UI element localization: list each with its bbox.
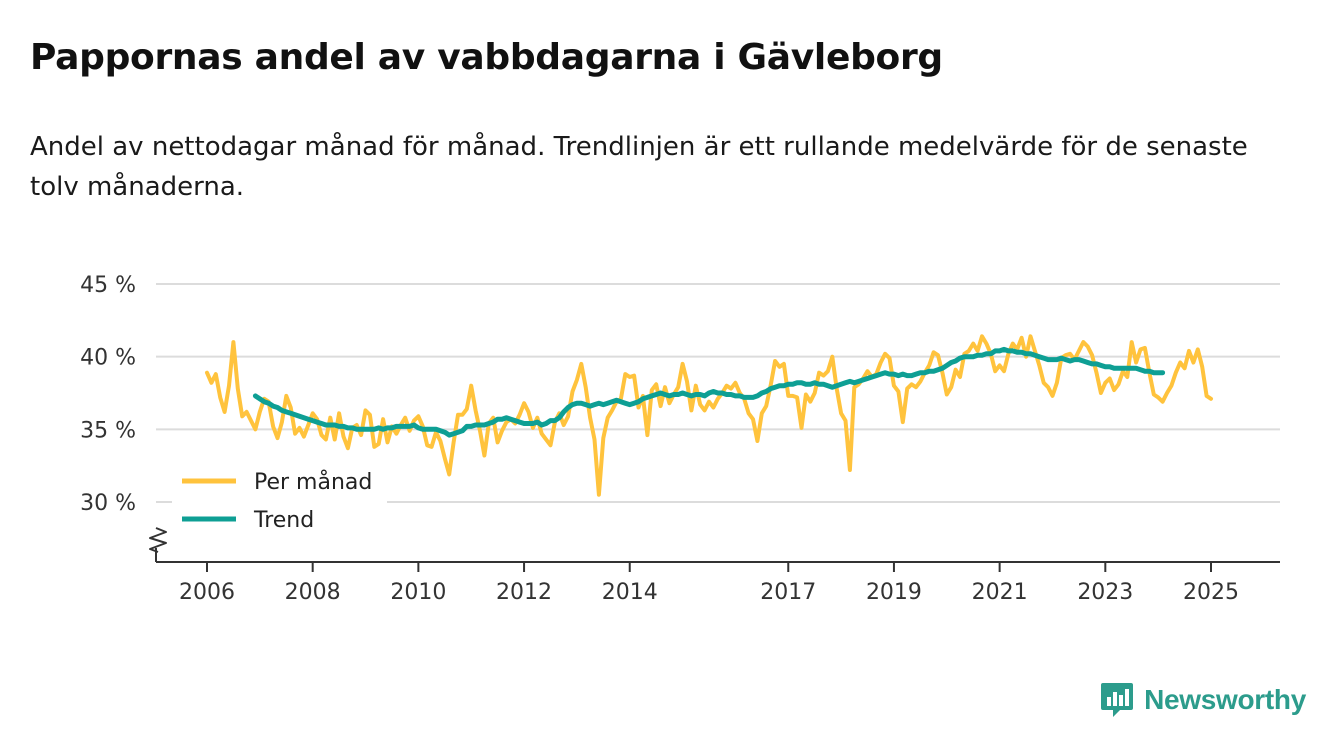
legend-label-trend: Trend — [253, 508, 314, 533]
x-tick-label: 2010 — [390, 580, 446, 605]
newsworthy-wordmark: Newsworthy — [1144, 684, 1306, 715]
legend: Per månad Trend — [172, 462, 387, 542]
y-axis-ticks: 45 % 40 % 35 % 30 % — [80, 273, 136, 516]
newsworthy-brand[interactable]: Newsworthy — [1100, 681, 1306, 719]
chart-title: Pappornas andel av vabbdagarna i Gävlebo… — [30, 37, 943, 78]
newsworthy-logo-icon — [1101, 683, 1134, 717]
x-tick-label: 2014 — [602, 580, 658, 605]
x-tick-label: 2021 — [972, 580, 1028, 605]
legend-label-per-manad: Per månad — [254, 469, 372, 495]
x-axis: 2006 2008 2010 2012 2014 2017 2019 2021 2023 2025 — [149, 527, 1280, 605]
x-tick-label: 2025 — [1183, 580, 1239, 605]
y-tick-label: 45 % — [80, 273, 136, 298]
y-tick-label: 35 % — [80, 418, 136, 443]
x-tick-label: 2008 — [285, 580, 341, 605]
axis-break-icon — [149, 527, 167, 553]
y-tick-label: 40 % — [80, 346, 136, 371]
series-line-trend — [252, 346, 1166, 438]
x-tick-label: 2023 — [1077, 580, 1133, 605]
chart-subtitle: Andel av nettodagar månad för månad. Tre… — [30, 132, 1248, 202]
x-tick-label: 2017 — [760, 580, 816, 605]
y-tick-label: 30 % — [80, 491, 136, 516]
x-tick-label: 2006 — [179, 580, 235, 605]
series-line-per-manad — [205, 334, 1213, 497]
series-lines — [205, 334, 1213, 497]
x-tick-label: 2012 — [496, 580, 552, 605]
legend-background — [172, 462, 387, 542]
x-tick-label: 2019 — [866, 580, 922, 605]
